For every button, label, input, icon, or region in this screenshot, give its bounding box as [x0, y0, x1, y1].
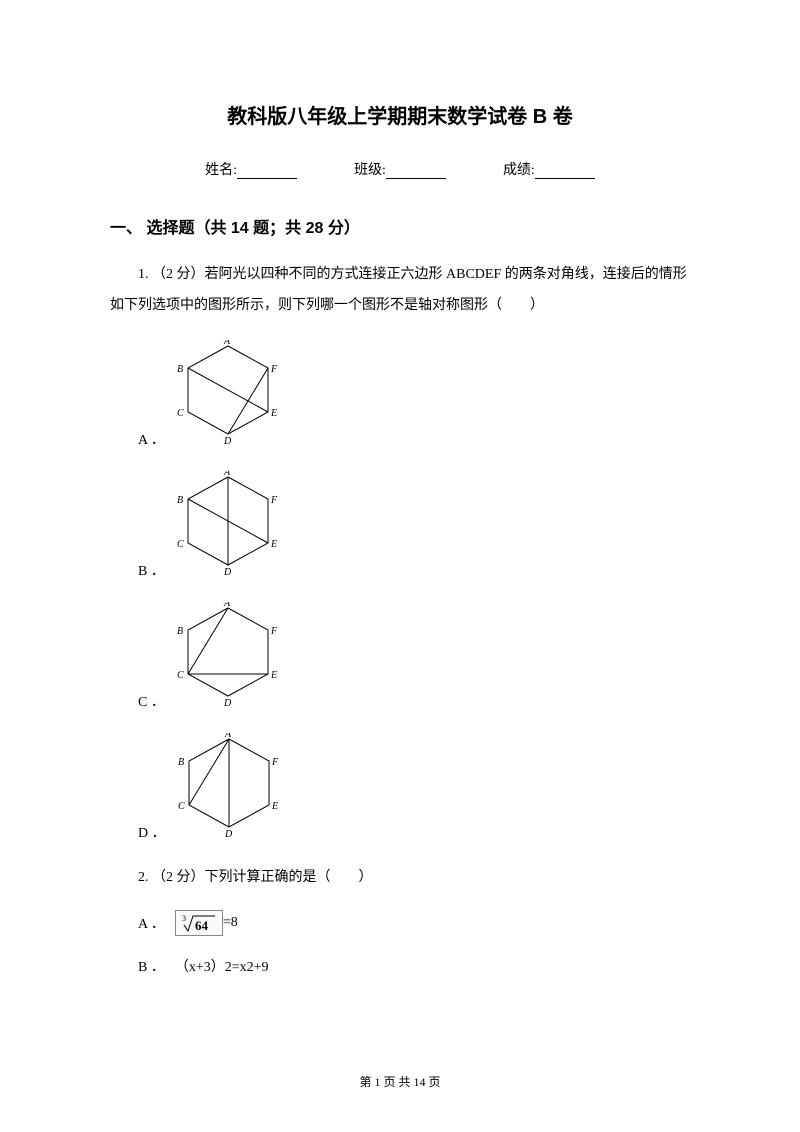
- hexagon-diagram-b: A B C D E F: [173, 471, 283, 582]
- optA-suffix: =8: [223, 915, 238, 931]
- svg-text:F: F: [270, 626, 278, 637]
- score-label: 成绩:: [503, 159, 535, 179]
- svg-text:B: B: [178, 757, 184, 768]
- q1-option-a: A ． A B C D E F: [110, 340, 690, 451]
- svg-text:E: E: [270, 539, 277, 550]
- page-title: 教科版八年级上学期期末数学试卷 B 卷: [110, 100, 690, 129]
- name-label: 姓名:: [205, 159, 237, 179]
- section-heading: 一、 选择题（共 14 题；共 28 分）: [110, 214, 690, 238]
- q1-prefix: 1. （2 分）: [138, 267, 205, 282]
- option-label-b2: B ．: [138, 956, 165, 976]
- hexagon-diagram-d: A B C D E F: [174, 733, 284, 844]
- svg-text:C: C: [177, 539, 184, 550]
- svg-text:C: C: [177, 670, 184, 681]
- svg-text:A: A: [224, 733, 232, 740]
- question-1-text: 1. （2 分）若阿光以四种不同的方式连接正六边形 ABCDEF 的两条对角线，…: [110, 260, 690, 322]
- svg-text:B: B: [177, 495, 183, 506]
- q2-option-a: A ． 3 64 =8: [110, 910, 690, 936]
- svg-text:D: D: [224, 829, 233, 839]
- svg-text:F: F: [270, 495, 278, 506]
- svg-text:E: E: [270, 670, 277, 681]
- svg-text:A: A: [223, 340, 231, 347]
- svg-text:D: D: [223, 567, 232, 577]
- radical-icon: 3 64: [180, 913, 216, 933]
- svg-text:D: D: [223, 436, 232, 446]
- q2-prefix: 2. （2 分）: [138, 870, 205, 885]
- svg-text:B: B: [177, 364, 183, 375]
- class-blank: [386, 165, 446, 179]
- svg-text:C: C: [177, 408, 184, 419]
- cube-root-expr: 3 64: [175, 910, 223, 936]
- q1-option-b: B ． A B C D E F: [110, 471, 690, 582]
- student-info-row: 姓名: 班级: 成绩:: [110, 159, 690, 179]
- option-label-a: A ．: [138, 429, 165, 451]
- option-label-b: B ．: [138, 560, 165, 582]
- q2-option-b: B ． （x+3）2=x2+9: [110, 956, 690, 976]
- svg-text:D: D: [223, 698, 232, 708]
- page-footer: 第 1 页 共 14 页: [0, 1073, 800, 1090]
- svg-text:C: C: [178, 801, 185, 812]
- question-2-text: 2. （2 分）下列计算正确的是（ ）: [110, 864, 690, 892]
- optB-text: （x+3）2=x2+9: [175, 956, 269, 976]
- svg-text:F: F: [271, 757, 279, 768]
- svg-text:A: A: [223, 602, 231, 609]
- q1-option-c: C ． A B C D E F: [110, 602, 690, 713]
- svg-text:E: E: [270, 408, 277, 419]
- option-label-a2: A ．: [138, 913, 165, 933]
- q1-option-d: D ． A B C D E F: [110, 733, 690, 844]
- svg-text:64: 64: [195, 918, 209, 933]
- option-label-d: D ．: [138, 822, 166, 844]
- svg-text:B: B: [177, 626, 183, 637]
- svg-text:3: 3: [182, 914, 186, 923]
- svg-text:F: F: [270, 364, 278, 375]
- svg-text:E: E: [271, 801, 278, 812]
- score-blank: [535, 165, 595, 179]
- hexagon-diagram-a: A B C D E F: [173, 340, 283, 451]
- option-label-c: C ．: [138, 691, 165, 713]
- svg-text:A: A: [223, 471, 231, 478]
- name-blank: [237, 165, 297, 179]
- q2-body: 下列计算正确的是（ ）: [205, 870, 373, 885]
- hexagon-diagram-c: A B C D E F: [173, 602, 283, 713]
- class-label: 班级:: [354, 159, 386, 179]
